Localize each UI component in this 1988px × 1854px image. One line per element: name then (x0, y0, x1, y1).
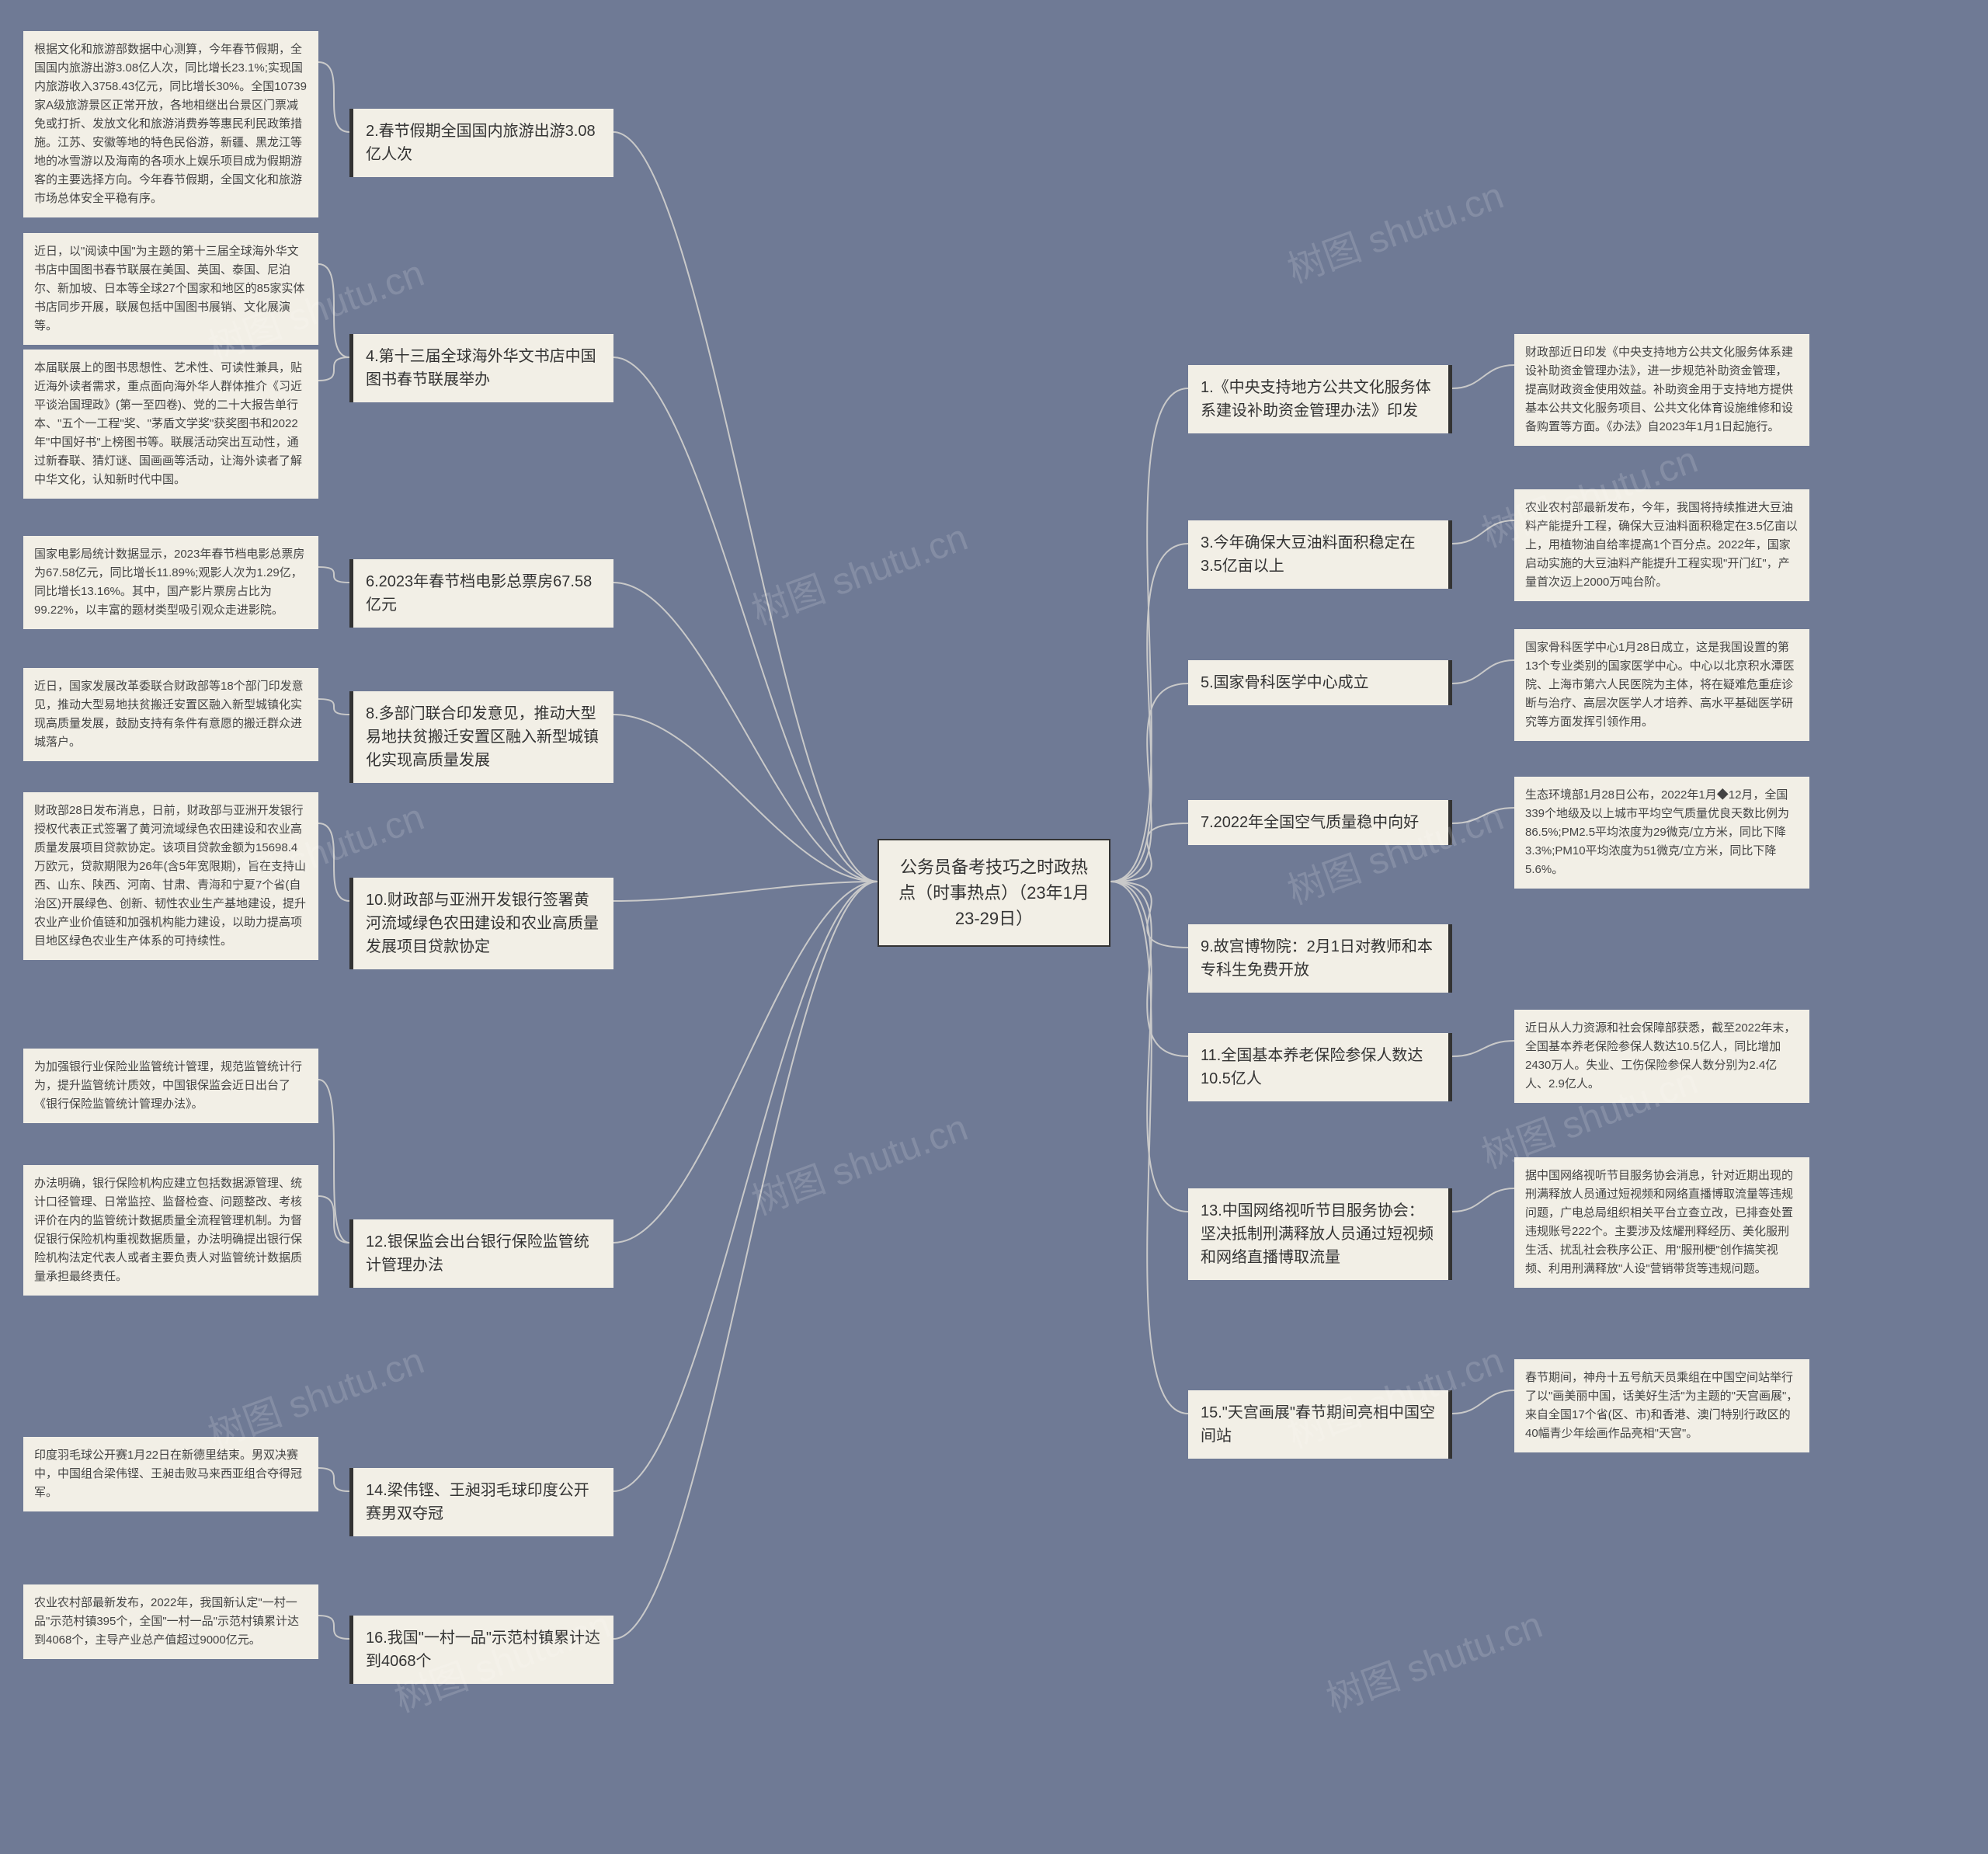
topic-node: 4.第十三届全球海外华文书店中国图书春节联展举办 (349, 334, 613, 402)
detail-node: 生态环境部1月28日公布，2022年1月◆12月，全国339个地级及以上城市平均… (1514, 777, 1809, 889)
topic-node: 1.《中央支持地方公共文化服务体系建设补助资金管理办法》印发 (1188, 365, 1452, 433)
topic-node: 8.多部门联合印发意见，推动大型易地扶贫搬迁安置区融入新型城镇化实现高质量发展 (349, 691, 613, 783)
detail-node: 近日，以"阅读中国"为主题的第十三届全球海外华文书店中国图书春节联展在美国、英国… (23, 233, 318, 345)
watermark: 树图 shutu.cn (743, 1097, 974, 1225)
detail-node: 近日，国家发展改革委联合财政部等18个部门印发意见，推动大型易地扶贫搬迁安置区融… (23, 668, 318, 761)
detail-node: 近日从人力资源和社会保障部获悉，截至2022年末，全国基本养老保险参保人数达10… (1514, 1010, 1809, 1103)
topic-node: 6.2023年春节档电影总票房67.58亿元 (349, 559, 613, 628)
detail-node: 农业农村部最新发布，今年，我国将持续推进大豆油料产能提升工程，确保大豆油料面积稳… (1514, 489, 1809, 601)
topic-node: 14.梁伟铿、王昶羽毛球印度公开赛男双夺冠 (349, 1468, 613, 1536)
detail-node: 办法明确，银行保险机构应建立包括数据源管理、统计口径管理、日常监控、监督检查、问… (23, 1165, 318, 1296)
topic-node: 9.故宫博物院：2月1日对教师和本专科生免费开放 (1188, 924, 1452, 993)
center-node: 公务员备考技巧之时政热点（时事热点）（23年1月23-29日） (878, 839, 1110, 947)
detail-node: 为加强银行业保险业监管统计管理，规范监管统计行为，提升监管统计质效，中国银保监会… (23, 1049, 318, 1123)
topic-node: 12.银保监会出台银行保险监管统计管理办法 (349, 1219, 613, 1288)
topic-node: 13.中国网络视听节目服务协会：坚决抵制刑满释放人员通过短视频和网络直播博取流量 (1188, 1188, 1452, 1280)
detail-node: 印度羽毛球公开赛1月22日在新德里结束。男双决赛中，中国组合梁伟铿、王昶击败马来… (23, 1437, 318, 1511)
topic-node: 15."天宫画展"春节期间亮相中国空间站 (1188, 1390, 1452, 1459)
topic-node: 16.我国"一村一品"示范村镇累计达到4068个 (349, 1616, 613, 1684)
detail-node: 财政部28日发布消息，日前，财政部与亚洲开发银行授权代表正式签署了黄河流域绿色农… (23, 792, 318, 960)
topic-node: 10.财政部与亚洲开发银行签署黄河流域绿色农田建设和农业高质量发展项目贷款协定 (349, 878, 613, 969)
topic-node: 7.2022年全国空气质量稳中向好 (1188, 800, 1452, 845)
detail-node: 国家电影局统计数据显示，2023年春节档电影总票房为67.58亿元，同比增长11… (23, 536, 318, 629)
detail-node: 据中国网络视听节目服务协会消息，针对近期出现的刑满释放人员通过短视频和网络直播博… (1514, 1157, 1809, 1288)
detail-node: 本届联展上的图书思想性、艺术性、可读性兼具，贴近海外读者需求，重点面向海外华人群… (23, 350, 318, 499)
topic-node: 11.全国基本养老保险参保人数达10.5亿人 (1188, 1033, 1452, 1101)
watermark: 树图 shutu.cn (743, 506, 974, 635)
detail-node: 农业农村部最新发布，2022年，我国新认定"一村一品"示范村镇395个，全国"一… (23, 1584, 318, 1659)
topic-node: 2.春节假期全国国内旅游出游3.08亿人次 (349, 109, 613, 177)
watermark: 树图 shutu.cn (1318, 1594, 1548, 1722)
detail-node: 国家骨科医学中心1月28日成立，这是我国设置的第13个专业类别的国家医学中心。中… (1514, 629, 1809, 741)
detail-node: 春节期间，神舟十五号航天员乘组在中国空间站举行了以"画美丽中国，话美好生活"为主… (1514, 1359, 1809, 1452)
topic-node: 5.国家骨科医学中心成立 (1188, 660, 1452, 705)
topic-node: 3.今年确保大豆油料面积稳定在3.5亿亩以上 (1188, 520, 1452, 589)
watermark: 树图 shutu.cn (1279, 165, 1510, 293)
detail-node: 财政部近日印发《中央支持地方公共文化服务体系建设补助资金管理办法》，进一步规范补… (1514, 334, 1809, 446)
detail-node: 根据文化和旅游部数据中心测算，今年春节假期，全国国内旅游出游3.08亿人次，同比… (23, 31, 318, 217)
